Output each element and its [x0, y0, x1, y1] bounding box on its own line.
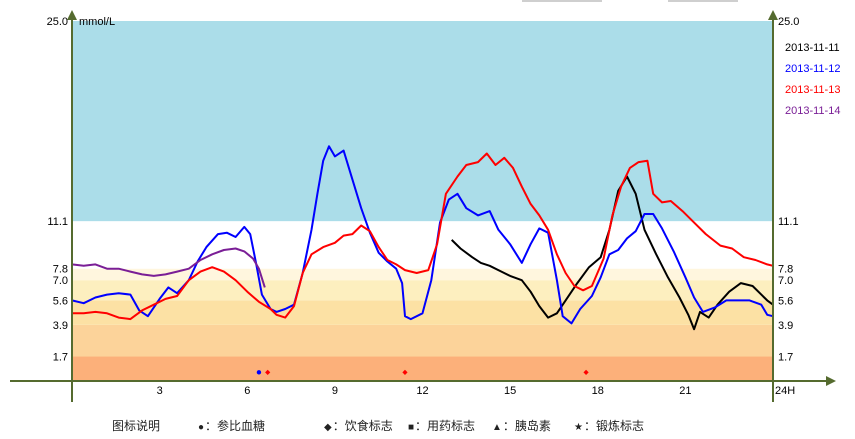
marker-legend-label: ：胰岛素 [502, 419, 551, 433]
series-line [72, 152, 774, 321]
series-legend: 2013-11-11 2013-11-12 2013-11-13 2013-11-14 [785, 42, 840, 117]
y-tick-label-left: 25.0 [47, 16, 68, 28]
range-band [72, 268, 773, 281]
marker-legend-label: ：参比血糖 [205, 419, 266, 433]
glucose-chart: 1.7 1.73.9 3.95.6 5.67.0 7.07.8 7.811.1 11.125… [10, 10, 840, 402]
marker-legend-item: ★：锻炼标志 [574, 417, 644, 434]
x-tick-label: 3 [157, 385, 163, 397]
marker-legend-item: ●：参比血糖 [198, 417, 265, 434]
x-tick-label: 21 [679, 385, 691, 397]
marker-legend-label: ：用药标志 [415, 419, 476, 433]
y-tick-label-left: 7.0 [53, 275, 68, 287]
x-tick-label: 6 [244, 385, 250, 397]
exercise-marker-icon: ★ [574, 422, 583, 433]
medication-marker-icon: ■ [408, 422, 415, 433]
range-band [72, 356, 773, 381]
x-tick-label: 12 [416, 385, 428, 397]
y-axis-left-arrow [67, 10, 77, 20]
marker-legend-label: ：饮食标志 [332, 419, 393, 433]
marker-legend-title: 图标说明 [112, 419, 161, 433]
marker-legend-label: ：锻炼标志 [583, 419, 644, 433]
range-band [72, 324, 773, 357]
y-tick-label-right: 7.8 [778, 264, 793, 276]
x-tick-label: 9 [332, 385, 338, 397]
y-tick-label-right: 11.1 [778, 216, 799, 228]
x-tick-label: 18 [592, 385, 604, 397]
range-band [72, 21, 773, 222]
top-decoration-right [668, 0, 738, 2]
reference-glucose-icon: ● [198, 422, 205, 433]
y-axis-unit: mmol/L [79, 16, 115, 28]
y-tick-label-right: 5.6 [778, 295, 793, 307]
y-tick-label-right: 1.7 [778, 352, 793, 364]
marker-legend-item: ◆：饮食标志 [324, 417, 393, 434]
y-tick-label-right: 3.9 [778, 320, 793, 332]
meal-marker [402, 369, 408, 375]
x-tick-label: 15 [504, 385, 516, 397]
series-line [71, 247, 266, 288]
axes [10, 10, 836, 402]
y-tick-label-left: 7.8 [53, 264, 68, 276]
series-legend-entry: 2013-11-11 [785, 42, 840, 54]
range-band [72, 221, 773, 269]
marker-legend: 图标说明 ●：参比血糖 ◆：饮食标志 ■：用药标志 ▲：胰岛素 ★：锻炼标志 [0, 414, 855, 436]
y-tick-label-left: 1.7 [53, 352, 68, 364]
y-tick-label-left: 3.9 [53, 320, 68, 332]
range-band [72, 280, 773, 301]
series-line [451, 175, 774, 331]
x-axis-arrow [826, 376, 836, 386]
meal-marker [583, 369, 589, 375]
series-legend-entry: 2013-11-12 [785, 63, 840, 75]
meal-marker-icon: ◆ [324, 422, 332, 433]
series-legend-entry: 2013-11-14 [785, 105, 840, 117]
range-bands [72, 21, 773, 381]
y-tick-label-left: 5.6 [53, 295, 68, 307]
meal-marker [265, 369, 271, 375]
series-line [71, 145, 774, 325]
insulin-marker-icon: ▲ [492, 422, 502, 433]
axis-labels: 1.7 1.73.9 3.95.6 5.67.0 7.07.8 7.811.1 11.125… [47, 16, 800, 397]
reference-glucose-marker [256, 370, 262, 375]
marker-legend-item: ▲：胰岛素 [492, 417, 551, 434]
x-axis-unit: 24H [775, 385, 795, 397]
y-tick-label-right: 25.0 [778, 16, 799, 28]
y-tick-label-right: 7.0 [778, 275, 793, 287]
y-tick-label-left: 11.1 [47, 216, 68, 228]
top-decoration-left [522, 0, 602, 2]
y-axis-right-arrow [768, 10, 778, 20]
series-lines [71, 145, 774, 331]
event-markers [256, 369, 589, 375]
series-legend-entry: 2013-11-13 [785, 84, 840, 96]
marker-legend-item: ■：用药标志 [408, 417, 475, 434]
